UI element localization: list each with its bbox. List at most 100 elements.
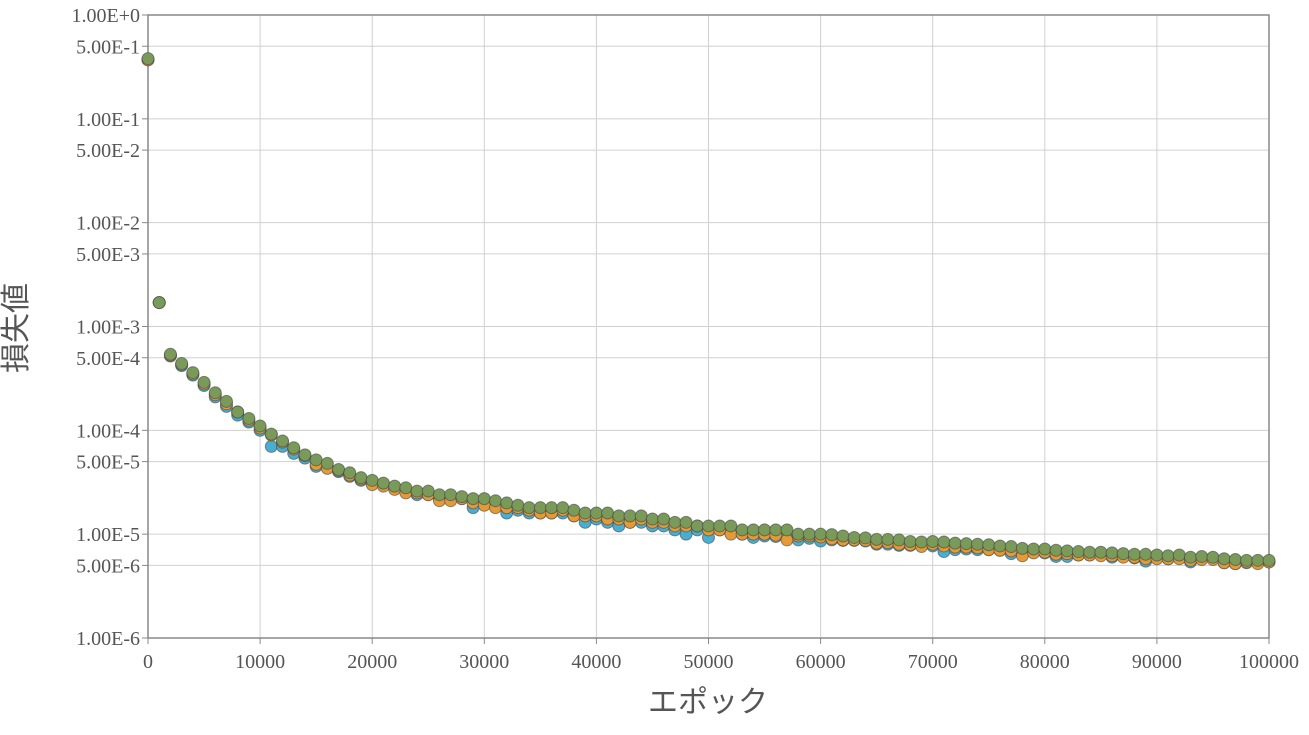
x-tick-label: 0 bbox=[143, 651, 153, 673]
data-point-series-3 bbox=[309, 453, 323, 467]
data-point-series-3 bbox=[1004, 540, 1018, 554]
data-point-series-3 bbox=[1060, 544, 1074, 558]
data-point-series-3 bbox=[298, 448, 312, 462]
data-point-series-3 bbox=[399, 481, 413, 495]
data-point-series-3 bbox=[1206, 550, 1220, 564]
data-point-series-3 bbox=[365, 473, 379, 487]
y-tick-label: 1.00E-5 bbox=[76, 524, 140, 546]
data-point-series-3 bbox=[421, 484, 435, 498]
y-axis-ticks: 1.00E+0 5.00E-1 1.00E-1 5.00E-2 1.00E-2 5.00E… bbox=[72, 5, 141, 650]
data-point-series-3 bbox=[802, 527, 816, 541]
data-point-series-3 bbox=[1150, 548, 1164, 562]
y-tick-label: 5.00E-1 bbox=[76, 36, 140, 58]
data-point-series-3 bbox=[914, 535, 928, 549]
data-point-series-3 bbox=[1161, 549, 1175, 563]
data-point-series-3 bbox=[881, 532, 895, 546]
data-point-series-3 bbox=[1116, 547, 1130, 561]
data-point-series-3 bbox=[545, 501, 559, 515]
y-tick-label: 1.00E-6 bbox=[76, 628, 140, 650]
data-point-series-3 bbox=[332, 462, 346, 476]
data-point-series-3 bbox=[522, 501, 536, 515]
data-point-series-3 bbox=[578, 506, 592, 520]
data-point-series-3 bbox=[870, 532, 884, 546]
y-tick-label: 5.00E-4 bbox=[76, 348, 140, 370]
data-point-series-3 bbox=[847, 530, 861, 544]
data-point-series-3 bbox=[623, 509, 637, 523]
data-point-series-3 bbox=[444, 488, 458, 502]
data-point-series-3 bbox=[1240, 553, 1254, 567]
data-point-series-3 bbox=[208, 386, 222, 400]
data-points bbox=[141, 52, 1276, 571]
data-point-series-3 bbox=[1262, 553, 1276, 567]
x-axis-title: エポック bbox=[648, 685, 768, 720]
data-point-series-3 bbox=[937, 535, 951, 549]
data-point-series-3 bbox=[690, 519, 704, 533]
data-point-series-3 bbox=[410, 484, 424, 498]
data-point-series-3 bbox=[276, 434, 290, 448]
data-point-series-3 bbox=[601, 506, 615, 520]
data-point-series-3 bbox=[343, 466, 357, 480]
data-point-series-3 bbox=[388, 479, 402, 493]
data-point-series-3 bbox=[466, 492, 480, 506]
data-point-series-3 bbox=[645, 512, 659, 526]
data-point-series-3 bbox=[1094, 545, 1108, 559]
data-point-series-3 bbox=[511, 498, 525, 512]
data-point-series-3 bbox=[982, 538, 996, 552]
data-point-series-3 bbox=[948, 536, 962, 550]
data-point-series-3 bbox=[589, 506, 603, 520]
data-point-series-1 bbox=[264, 439, 278, 453]
data-point-series-3 bbox=[993, 539, 1007, 553]
data-point-series-3 bbox=[253, 419, 267, 433]
x-tick-label: 80000 bbox=[1020, 651, 1070, 673]
data-point-series-3 bbox=[612, 509, 626, 523]
y-tick-label: 1.00E+0 bbox=[72, 5, 141, 27]
data-point-series-3 bbox=[152, 296, 166, 310]
data-point-series-3 bbox=[1251, 553, 1265, 567]
data-point-series-3 bbox=[163, 347, 177, 361]
data-point-series-3 bbox=[1139, 547, 1153, 561]
x-tick-label: 40000 bbox=[571, 651, 621, 673]
x-tick-label: 60000 bbox=[796, 651, 846, 673]
y-axis-title: 損失値 bbox=[0, 283, 34, 373]
x-tick-label: 50000 bbox=[684, 651, 734, 673]
data-point-series-3 bbox=[746, 523, 760, 537]
data-point-series-3 bbox=[500, 496, 514, 510]
data-point-series-3 bbox=[668, 515, 682, 529]
y-tick-label: 1.00E-1 bbox=[76, 109, 140, 131]
x-tick-label: 90000 bbox=[1132, 651, 1182, 673]
data-point-series-3 bbox=[1184, 550, 1198, 564]
data-point-series-3 bbox=[197, 375, 211, 389]
data-point-series-3 bbox=[713, 519, 727, 533]
data-point-series-3 bbox=[1038, 542, 1052, 556]
data-point-series-3 bbox=[735, 523, 749, 537]
data-point-series-3 bbox=[242, 412, 256, 426]
plot-frame bbox=[147, 14, 1270, 639]
data-point-series-3 bbox=[1015, 541, 1029, 555]
data-point-series-3 bbox=[1172, 548, 1186, 562]
data-point-series-3 bbox=[264, 427, 278, 441]
data-point-series-3 bbox=[769, 523, 783, 537]
x-tick-label: 10000 bbox=[235, 651, 285, 673]
data-point-series-3 bbox=[657, 512, 671, 526]
y-tick-label: 5.00E-5 bbox=[76, 452, 140, 474]
data-point-series-3 bbox=[231, 405, 245, 419]
data-point-series-3 bbox=[287, 441, 301, 455]
data-point-series-3 bbox=[903, 534, 917, 548]
data-point-series-3 bbox=[489, 494, 503, 508]
data-point-series-3 bbox=[724, 519, 738, 533]
data-point-series-3 bbox=[825, 528, 839, 542]
data-point-series-3 bbox=[971, 537, 985, 551]
data-point-series-3 bbox=[634, 509, 648, 523]
data-point-series-3 bbox=[758, 523, 772, 537]
data-point-series-3 bbox=[959, 537, 973, 551]
x-tick-label: 30000 bbox=[459, 651, 509, 673]
data-point-series-3 bbox=[219, 394, 233, 408]
data-point-series-3 bbox=[780, 523, 794, 537]
data-point-series-3 bbox=[567, 503, 581, 517]
data-point-series-3 bbox=[477, 492, 491, 506]
data-point-series-3 bbox=[1228, 553, 1242, 567]
data-point-series-3 bbox=[1105, 546, 1119, 560]
data-point-series-3 bbox=[432, 488, 446, 502]
data-point-series-3 bbox=[175, 357, 189, 371]
